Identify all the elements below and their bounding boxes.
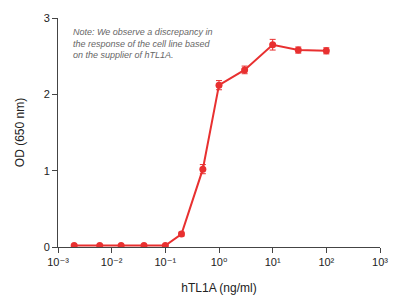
svg-text:10³: 10³: [372, 256, 388, 268]
svg-text:10¹: 10¹: [265, 256, 281, 268]
svg-text:10²: 10²: [318, 256, 334, 268]
svg-text:10⁻³: 10⁻³: [47, 256, 69, 268]
svg-text:hTL1A (ng/ml): hTL1A (ng/ml): [181, 281, 256, 295]
svg-text:10⁻¹: 10⁻¹: [154, 256, 176, 268]
svg-text:3: 3: [44, 12, 50, 24]
svg-text:2: 2: [44, 88, 50, 100]
svg-text:1: 1: [44, 165, 50, 177]
svg-text:0: 0: [44, 241, 50, 253]
svg-text:10⁰: 10⁰: [211, 256, 228, 268]
svg-text:OD (650 nm): OD (650 nm): [13, 98, 27, 167]
svg-text:Note: We observe a discrepancy: Note: We observe a discrepancy inthe res…: [73, 27, 212, 60]
svg-text:10⁻²: 10⁻²: [101, 256, 123, 268]
